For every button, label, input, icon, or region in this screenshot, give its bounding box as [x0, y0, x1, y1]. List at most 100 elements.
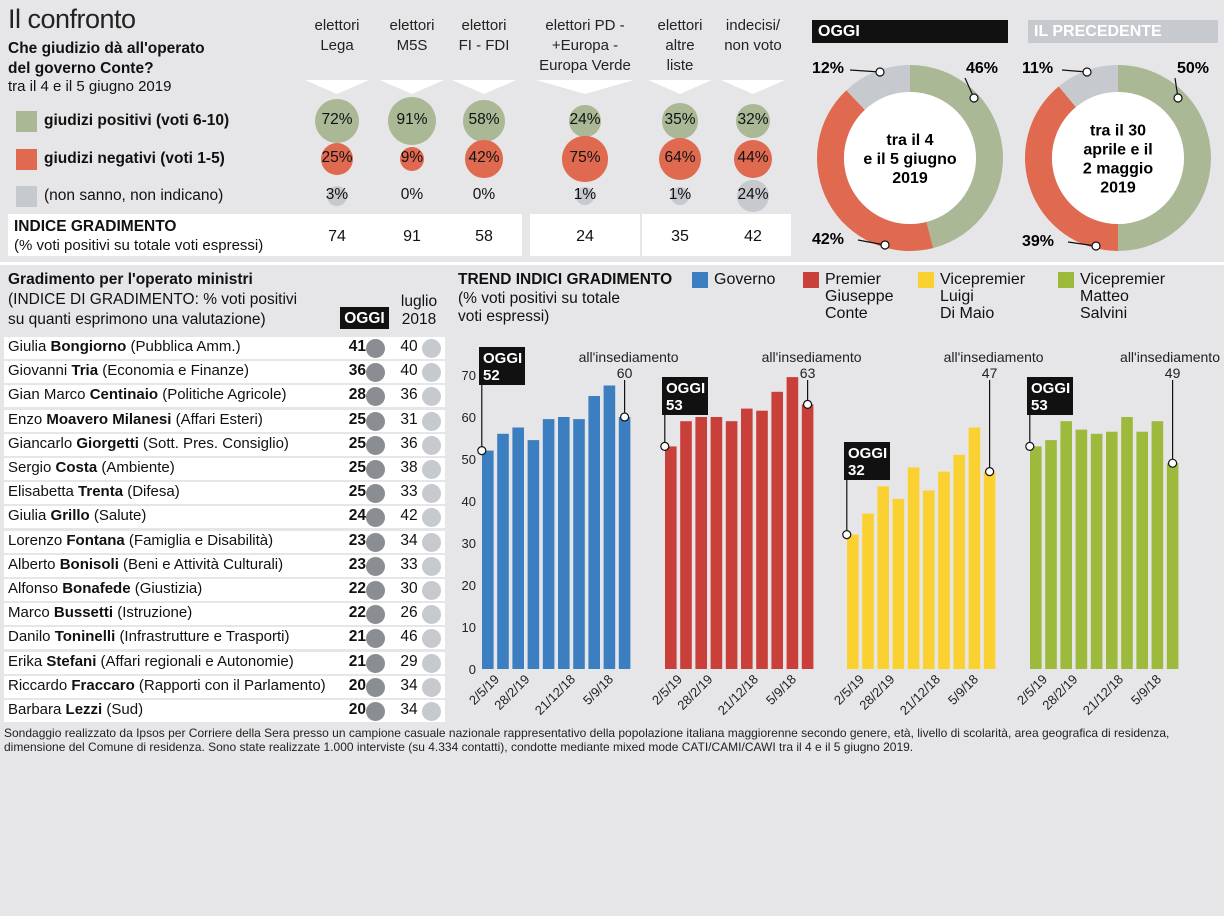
negative-bubble-4 [658, 137, 702, 181]
column-arrow [452, 80, 516, 94]
donut_prev-negative-label: 39% [1022, 233, 1054, 250]
legend-line: Governo [714, 271, 776, 288]
minister-first-name: Enzo [8, 410, 43, 428]
x-tick-label: 5/9/18 [580, 672, 616, 708]
minister-last-name: Trenta [78, 483, 124, 501]
minister-prev-dot [422, 508, 441, 528]
minister-prev-dot [422, 435, 441, 455]
x-tick-label: 21/12/18 [897, 672, 943, 718]
donut_today-leader [849, 69, 881, 73]
dimaio-bar [862, 513, 874, 669]
minister-name: Alfonso Bonafede (Giustizia) [8, 580, 202, 597]
ministers-sub-2: su quanti esprimono una valutazione) [8, 311, 266, 328]
legend-label-governo: Governo [714, 271, 775, 288]
minister-name: Giulia Bongiorno (Pubblica Amm.) [8, 338, 241, 355]
dimaio-bar [877, 486, 889, 669]
minister-name: Giovanni Tria (Economia e Finanze) [8, 362, 249, 379]
salvini-bar [1060, 421, 1072, 669]
dimaio-start-dot [984, 467, 995, 477]
column-header-4: elettori altre liste [640, 16, 720, 76]
minister-today-dot [366, 387, 385, 407]
legend-swatch-governo [692, 272, 708, 288]
minister-role: (Sott. Pres. Consiglio) [143, 434, 289, 452]
minister-today-value: 21 [348, 652, 366, 670]
minister-today-value: 22 [348, 580, 366, 597]
conte-today-label: OGGI [666, 380, 705, 397]
conte-bar [786, 377, 799, 669]
governo-bar [573, 419, 585, 669]
minister-role: (Infrastrutture e Trasporti) [119, 628, 290, 646]
minister-role: (Affari regionali e Autonomie) [100, 652, 294, 670]
minister-name: Riccardo Fraccaro (Rapporti con il Parla… [8, 677, 326, 694]
donut_today-unknown-label: 12% [812, 60, 844, 77]
minister-today-dot [366, 605, 385, 625]
salvini-bar [1090, 433, 1103, 669]
negative-value-2: 42% [468, 149, 500, 166]
positive-label: giudizi positivi (voti 6-10) [44, 112, 230, 129]
donut_today-leader-dot [969, 93, 979, 103]
donut_today-negative-slice [817, 90, 934, 251]
salvini-bar [1166, 463, 1179, 669]
minister-name: Sergio Costa (Ambiente) [8, 459, 175, 476]
minister-first-name: Sergio [8, 459, 52, 476]
minister-first-name: Lorenzo [8, 531, 63, 549]
minister-row: Alberto Bonisoli (Beni e Attività Cultur… [4, 554, 445, 577]
donut_today-unknown-slice [846, 65, 910, 110]
minister-prev-dot [422, 411, 441, 431]
minister-last-name: Lezzi [65, 701, 103, 718]
minister-prev-value: 34 [400, 531, 418, 549]
column-arrow [648, 80, 712, 94]
minister-first-name: Riccardo [8, 676, 68, 694]
minister-name: Enzo Moavero Milanesi (Affari Esteri) [8, 411, 263, 428]
unknown-swatch [16, 186, 37, 207]
minister-first-name: Gian Marco [8, 386, 86, 404]
governo-bar [588, 396, 600, 669]
minister-prev-value: 29 [400, 652, 418, 670]
minister-role: (Famiglia e Disabilità) [128, 531, 274, 549]
ministers-sub-1: (INDICE DI GRADIMENTO: % voti positivi [8, 291, 298, 308]
minister-today-dot [366, 508, 385, 528]
page-title: Il confronto [8, 4, 136, 34]
ministers-col-prev-line2: 2018 [401, 311, 437, 328]
salvini-today-dot [1025, 441, 1035, 452]
minister-row: Erika Stefani (Affari regionali e Autono… [4, 651, 445, 674]
minister-today-value: 28 [348, 386, 366, 404]
donut_prev-center-text: 2 maggio [1083, 161, 1153, 178]
legend-line: Giuseppe [825, 288, 894, 305]
positive-swatch [16, 111, 37, 132]
donut_today-center-text: tra il 4 [886, 132, 933, 149]
conte-bar [710, 417, 723, 669]
trend-sub-1: (% voti positivi su totale [458, 290, 620, 307]
positive-value-0: 72% [321, 111, 353, 128]
minister-role: (Sud) [106, 701, 144, 718]
donut_prev-positive-label: 50% [1177, 60, 1209, 77]
minister-last-name: Bonafede [62, 580, 131, 597]
salvini-bar [1136, 431, 1148, 669]
x-tick-label: 21/12/18 [715, 672, 761, 718]
minister-prev-value: 40 [400, 362, 418, 380]
conte-bar [801, 404, 814, 669]
donut_prev-center-text: tra il 30 [1090, 123, 1146, 140]
dimaio-today-label: OGGI [848, 445, 887, 462]
salvini-start-label: all'insediamento [1120, 349, 1220, 365]
minister-prev-value: 40 [400, 338, 418, 355]
salvini-bar [1030, 446, 1042, 669]
negative-bubble-2 [465, 140, 503, 178]
legend-line: Luigi [940, 288, 974, 305]
minister-prev-value: 42 [400, 507, 418, 525]
x-tick-label: 21/12/18 [1080, 672, 1126, 718]
dimaio-today-value: 32 [848, 462, 865, 479]
minister-last-name: Bussetti [53, 604, 114, 622]
positive-bubble-1 [387, 96, 437, 146]
minister-prev-dot [422, 532, 441, 552]
dimaio-bar [907, 467, 920, 669]
legend-swatch-dimaio [918, 272, 934, 288]
conte-bar [695, 417, 707, 669]
donut_prev-leader [1067, 241, 1097, 247]
negative-bubble-3 [562, 136, 608, 182]
unknown-bubble-3 [576, 187, 594, 205]
negative-swatch [16, 149, 37, 170]
governo-today-box [479, 347, 525, 385]
unknown-value-1: 0% [400, 186, 424, 203]
legend-line: Conte [825, 305, 868, 322]
